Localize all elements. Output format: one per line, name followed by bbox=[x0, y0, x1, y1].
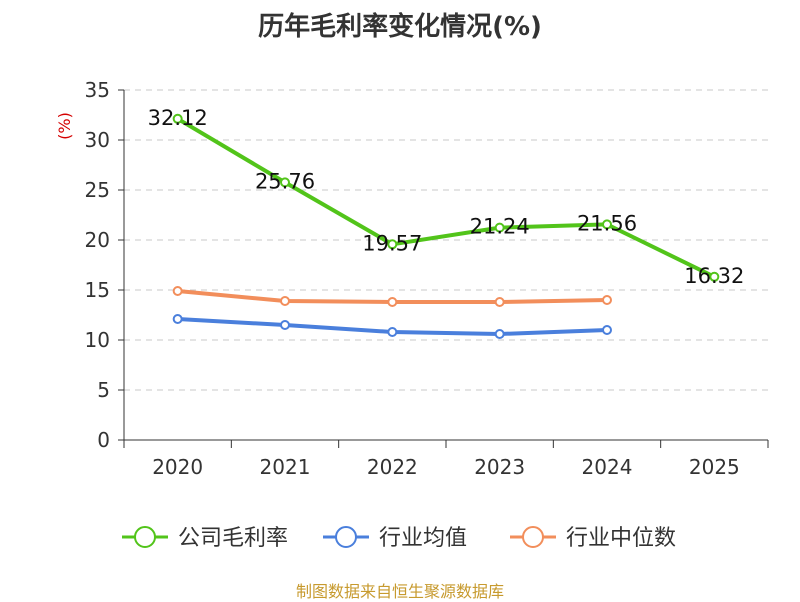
y-axis-label: (%) bbox=[55, 112, 74, 140]
y-tick-label: 20 bbox=[85, 228, 110, 252]
data-labels: 32.12 25.76 19.57 21.24 21.56 16.32 bbox=[148, 106, 745, 288]
data-point bbox=[494, 329, 505, 339]
y-tick-label: 30 bbox=[85, 128, 110, 152]
legend-item[interactable]: 行业中位数 bbox=[510, 526, 676, 551]
chart-title: 历年毛利率变化情况(%) bbox=[258, 12, 542, 42]
y-tick-label: 10 bbox=[85, 328, 110, 352]
data-point bbox=[602, 295, 612, 305]
y-tick-label: 25 bbox=[85, 178, 110, 202]
y-tick-label: 35 bbox=[85, 78, 110, 102]
series-line bbox=[176, 117, 716, 279]
data-source-note: 制图数据来自恒生聚源数据库 bbox=[295, 582, 504, 601]
data-point bbox=[387, 239, 398, 250]
x-tick-label: 2022 bbox=[367, 455, 418, 479]
data-point bbox=[387, 327, 398, 337]
data-label: 25.76 bbox=[255, 169, 315, 193]
data-label: 32.12 bbox=[148, 106, 208, 130]
data-point bbox=[172, 113, 183, 124]
series bbox=[172, 113, 720, 339]
grid-lines bbox=[124, 89, 768, 391]
data-point bbox=[602, 219, 612, 230]
data-point bbox=[709, 271, 720, 282]
x-tick-label: 2025 bbox=[689, 455, 740, 479]
x-tick-label: 2023 bbox=[474, 455, 525, 479]
legend-marker bbox=[134, 526, 156, 548]
legend[interactable]: 公司毛利率 行业均值 行业中位数 bbox=[122, 526, 676, 551]
legend-marker bbox=[335, 526, 357, 548]
x-tick-label: 2021 bbox=[260, 455, 311, 479]
legend-item[interactable]: 公司毛利率 bbox=[122, 526, 288, 551]
data-point bbox=[172, 314, 183, 324]
y-tick-label: 5 bbox=[97, 378, 110, 402]
y-tick-label: 15 bbox=[85, 278, 110, 302]
legend-label: 行业中位数 bbox=[566, 526, 676, 551]
data-point bbox=[387, 297, 398, 307]
data-point bbox=[280, 177, 290, 188]
x-tick-label: 2020 bbox=[152, 455, 203, 479]
data-point bbox=[280, 320, 290, 330]
data-point bbox=[280, 296, 290, 306]
data-point bbox=[172, 286, 183, 296]
legend-label: 行业均值 bbox=[379, 526, 467, 551]
y-tick-label: 0 bbox=[97, 428, 110, 452]
data-label: 16.32 bbox=[684, 264, 744, 288]
legend-marker bbox=[522, 526, 544, 548]
legend-item[interactable]: 行业均值 bbox=[323, 526, 467, 551]
x-tick-label: 2024 bbox=[582, 455, 633, 479]
data-point bbox=[494, 297, 505, 307]
data-point bbox=[602, 325, 612, 335]
data-point bbox=[494, 222, 505, 233]
legend-label: 公司毛利率 bbox=[178, 526, 288, 551]
data-label: 21.56 bbox=[577, 211, 637, 235]
data-label: 19.57 bbox=[362, 231, 422, 255]
data-label: 21.24 bbox=[470, 215, 530, 239]
